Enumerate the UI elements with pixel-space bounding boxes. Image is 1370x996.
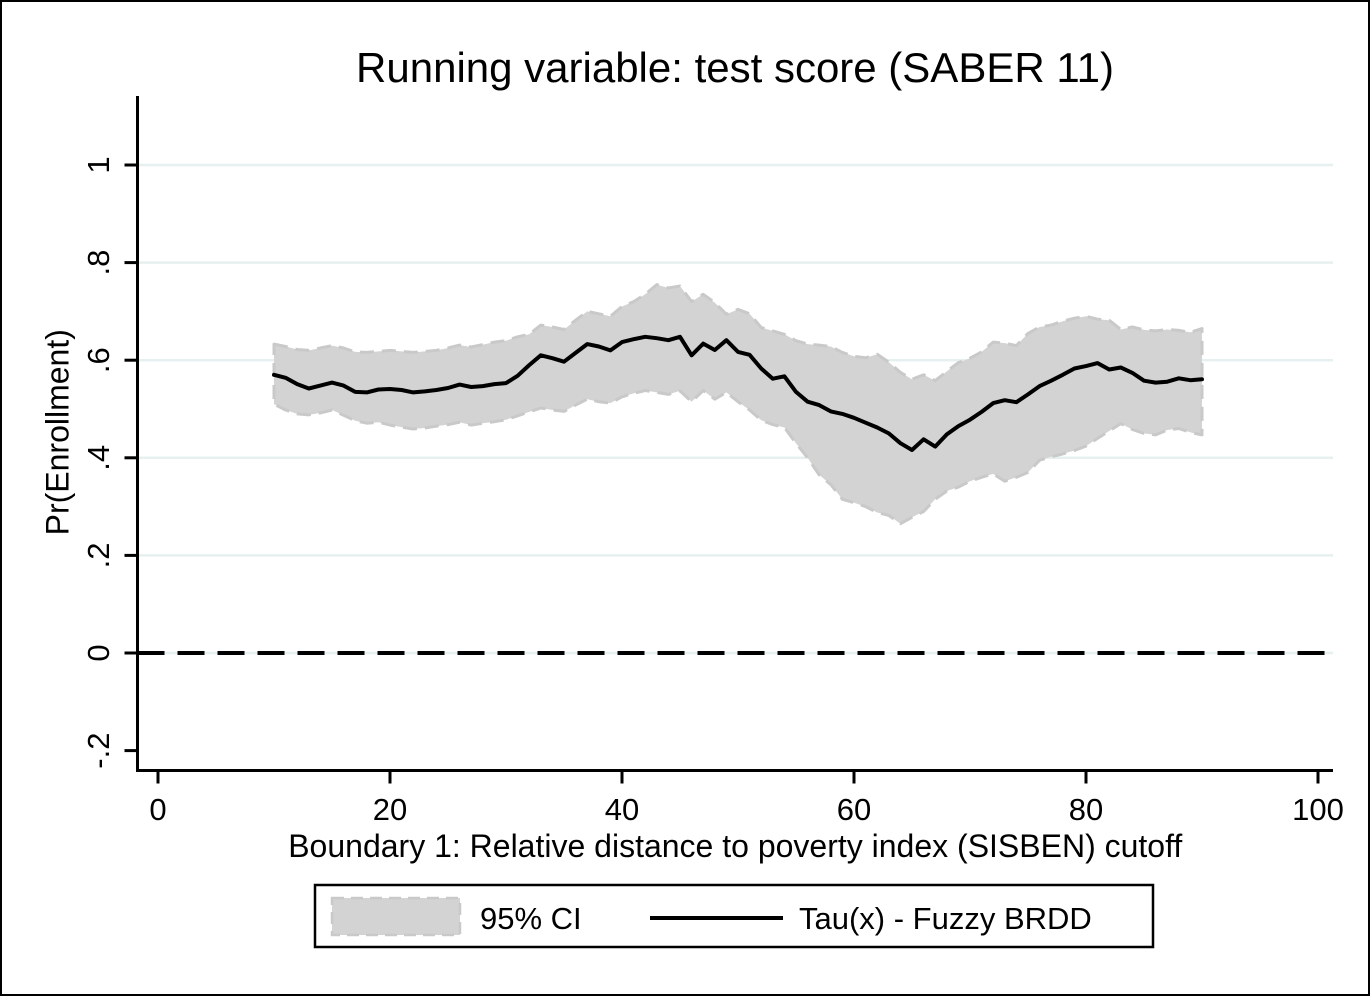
y-axis-title: Pr(Enrollment) — [39, 329, 75, 535]
x-tick-label: 80 — [1069, 792, 1103, 827]
legend-ci-label: 95% CI — [480, 901, 582, 936]
y-tick-label: 0 — [81, 644, 116, 661]
y-tick-label: .4 — [81, 445, 116, 471]
x-axis-title: Boundary 1: Relative distance to poverty… — [288, 828, 1182, 864]
chart-title: Running variable: test score (SABER 11) — [356, 44, 1114, 91]
legend-tau-label: Tau(x) - Fuzzy BRDD — [799, 901, 1092, 936]
x-tick-label: 60 — [837, 792, 871, 827]
x-tick-label: 0 — [149, 792, 166, 827]
y-tick-label: -.2 — [81, 733, 116, 769]
x-tick-label: 100 — [1292, 792, 1344, 827]
x-tick-label: 40 — [605, 792, 639, 827]
y-tick-label: .8 — [81, 250, 116, 276]
y-tick-label: .2 — [81, 542, 116, 568]
legend-ci-swatch — [330, 896, 462, 937]
ci-band — [272, 283, 1204, 526]
y-tick-label: .6 — [81, 347, 116, 373]
x-tick-label: 20 — [373, 792, 407, 827]
tau-line — [272, 334, 1204, 452]
y-tick-label: 1 — [81, 156, 116, 173]
